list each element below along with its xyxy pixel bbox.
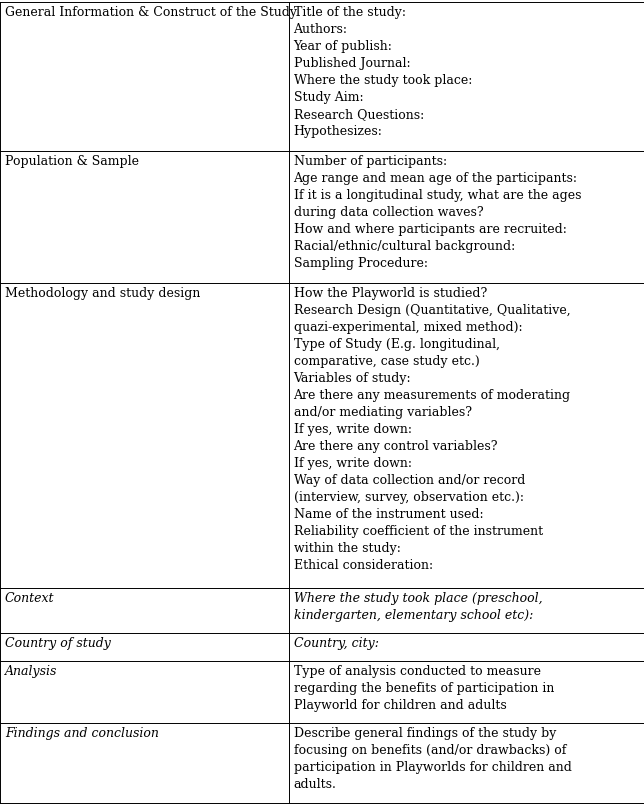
Text: How the Playworld is studied?
Research Design (Quantitative, Qualitative,
quazi-: How the Playworld is studied? Research D… <box>294 287 571 572</box>
Text: Number of participants:
Age range and mean age of the participants:
If it is a l: Number of participants: Age range and me… <box>294 155 581 270</box>
Text: Methodology and study design: Methodology and study design <box>5 287 200 300</box>
Text: Describe general findings of the study by
focusing on benefits (and/or drawbacks: Describe general findings of the study b… <box>294 727 571 791</box>
Text: Type of analysis conducted to measure
regarding the benefits of participation in: Type of analysis conducted to measure re… <box>294 665 554 712</box>
Text: Country, city:: Country, city: <box>294 638 379 650</box>
Text: Title of the study:
Authors:
Year of publish:
Published Journal:
Where the study: Title of the study: Authors: Year of pub… <box>294 6 472 138</box>
Text: Population & Sample: Population & Sample <box>5 155 139 168</box>
Text: Where the study took place (preschool,
kindergarten, elementary school etc):: Where the study took place (preschool, k… <box>294 592 542 622</box>
Text: Findings and conclusion: Findings and conclusion <box>5 727 159 741</box>
Text: Analysis: Analysis <box>5 665 57 678</box>
Text: General Information & Construct of the Study: General Information & Construct of the S… <box>5 6 297 19</box>
Text: Context: Context <box>5 592 55 605</box>
Text: Country of study: Country of study <box>5 638 111 650</box>
